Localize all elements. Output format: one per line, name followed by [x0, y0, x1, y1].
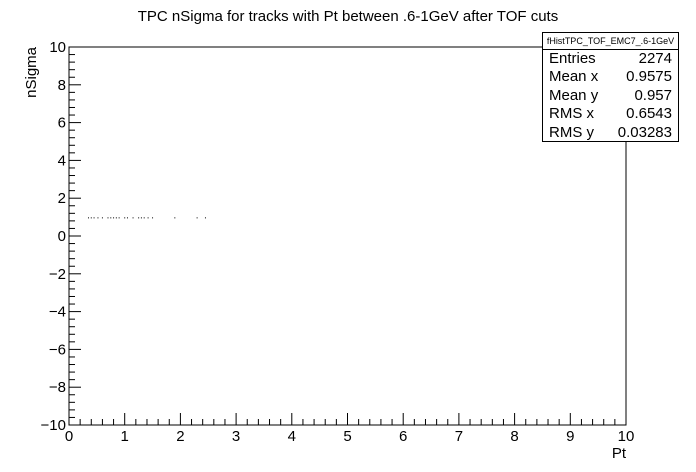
stats-mean-x-label: Mean x	[549, 68, 599, 86]
y-tick-label: 4	[58, 152, 66, 169]
stats-entries-value: 2274	[638, 50, 672, 67]
y-axis-title: nSigma	[23, 46, 40, 98]
x-tick-label: 6	[399, 428, 407, 445]
x-tick-label: 8	[510, 428, 518, 445]
x-tick-label: 3	[232, 428, 240, 445]
data-point	[147, 217, 149, 219]
data-point	[126, 217, 128, 219]
y-tick-label: 8	[58, 77, 66, 94]
stats-rms-y-label: RMS y	[549, 123, 594, 141]
stats-rms-y-value: 0.03283	[617, 123, 672, 141]
x-axis: 0 1 2 3 4 5 6 7 8 9 10	[65, 413, 635, 445]
data-point	[152, 217, 154, 219]
y-tick-label: 0	[58, 228, 66, 245]
data-point	[113, 217, 115, 219]
data-point	[140, 217, 142, 219]
y-tick-label: −6	[49, 341, 66, 358]
stats-mean-x-value: 0.9575	[626, 68, 672, 86]
data-point	[90, 217, 92, 219]
x-tick-label: 0	[65, 428, 73, 445]
data-point	[138, 217, 140, 219]
stats-mean-y-label: Mean y	[549, 86, 599, 104]
y-tick-label: −4	[49, 304, 66, 321]
data-point	[110, 217, 112, 219]
data-point	[87, 217, 89, 219]
data-point	[124, 217, 126, 219]
y-tick-label: −8	[49, 379, 66, 396]
data-point	[93, 217, 95, 219]
stats-mean-y-value: 0.957	[634, 86, 672, 104]
x-tick-label: 7	[455, 428, 463, 445]
stats-histogram-name: fHistTPC_TOF_EMC7_.6-1GeV	[543, 33, 678, 50]
x-tick-label: 9	[566, 428, 574, 445]
stats-row-mean-x: Mean x 0.9575	[543, 68, 678, 86]
stats-row-rms-y: RMS y 0.03283	[543, 124, 678, 142]
x-tick-label: 1	[121, 428, 129, 445]
stats-row-rms-x: RMS x 0.6543	[543, 105, 678, 123]
x-tick-label: 2	[176, 428, 184, 445]
data-points	[87, 217, 206, 219]
y-tick-label: 6	[58, 115, 66, 132]
stats-rms-x-value: 0.6543	[626, 105, 672, 123]
data-point	[132, 217, 134, 219]
chart-title: TPC nSigma for tracks with Pt between .6…	[138, 8, 558, 25]
data-point	[196, 217, 198, 219]
data-point	[101, 217, 103, 219]
x-axis-title: Pt	[612, 445, 627, 462]
stats-rms-x-label: RMS x	[549, 105, 594, 123]
data-point	[143, 217, 145, 219]
stats-row-mean-y: Mean y 0.957	[543, 87, 678, 105]
stats-row-entries: Entries 2274	[543, 50, 678, 68]
y-tick-label: −10	[41, 417, 66, 434]
x-tick-label: 5	[343, 428, 351, 445]
stats-entries-label: Entries	[549, 50, 596, 67]
y-tick-label: 10	[49, 39, 66, 56]
stats-box: fHistTPC_TOF_EMC7_.6-1GeV Entries 2274 M…	[542, 32, 679, 142]
x-tick-label: 10	[618, 428, 635, 445]
data-point	[107, 217, 109, 219]
y-axis: −10 −8 −6 −4 −2 0 2 4 6 8 10	[41, 39, 81, 434]
data-point	[97, 217, 99, 219]
data-point	[115, 217, 117, 219]
data-point	[174, 217, 176, 219]
x-tick-label: 4	[288, 428, 296, 445]
y-tick-label: −2	[49, 266, 66, 283]
data-point	[204, 217, 206, 219]
y-tick-label: 2	[58, 190, 66, 207]
data-point	[118, 217, 120, 219]
